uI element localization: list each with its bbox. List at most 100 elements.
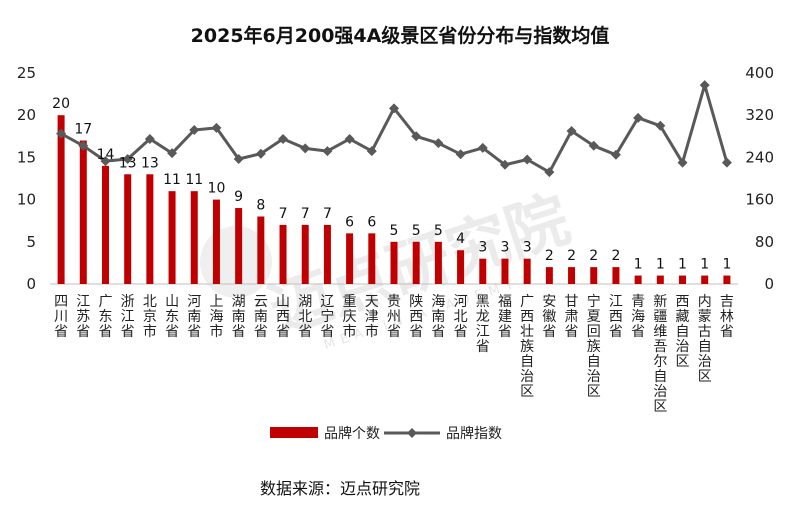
line-point <box>189 124 200 135</box>
bar-data-label: 10 <box>208 181 226 197</box>
bar <box>457 250 465 284</box>
bar <box>168 191 176 284</box>
bar <box>212 199 220 284</box>
category-label: 山东省 <box>165 294 179 340</box>
left-axis-tick: 0 <box>26 275 36 293</box>
category-labels: 四川省江苏省广东省浙江省北京市山东省河南省上海市湖南省云南省山西省湖北省辽宁省重… <box>54 293 734 415</box>
line-point <box>100 156 111 167</box>
category-label: 陕西省 <box>409 294 423 340</box>
bar-data-label: 11 <box>185 172 203 188</box>
bar <box>390 241 398 284</box>
left-axis-tick: 5 <box>26 233 36 251</box>
line-point <box>499 159 510 170</box>
bar <box>501 258 509 284</box>
bar-data-label: 6 <box>367 214 376 230</box>
category-label: 上海市 <box>209 294 223 340</box>
bar <box>701 275 709 284</box>
right-axis-tick: 320 <box>745 106 774 124</box>
left-axis-tick: 10 <box>17 191 36 209</box>
right-axis-tick: 0 <box>764 275 774 293</box>
bar-data-label: 5 <box>412 223 421 239</box>
bar-data-label: 3 <box>501 240 510 256</box>
line-point <box>566 126 577 137</box>
source-note: 数据来源：迈点研究院 <box>260 479 420 498</box>
bar <box>346 233 354 284</box>
category-label: 云南省 <box>254 294 268 340</box>
line-point <box>699 80 710 91</box>
bar <box>257 216 265 284</box>
category-label: 甘肃省 <box>565 294 579 340</box>
bar-data-label: 13 <box>141 155 159 171</box>
category-label: 广西壮族自治区 <box>520 294 534 400</box>
bar-data-label: 7 <box>301 206 310 222</box>
legend-marker-line <box>407 428 417 438</box>
bar <box>124 174 132 284</box>
category-label: 青海省 <box>631 294 645 340</box>
category-label: 湖北省 <box>298 294 312 340</box>
category-label: 福建省 <box>498 294 512 340</box>
bar-data-label: 2 <box>545 248 554 264</box>
bar <box>101 165 109 284</box>
category-label: 内蒙古自治区 <box>698 294 712 385</box>
right-axis-tick: 160 <box>745 191 774 209</box>
line-point <box>544 167 555 178</box>
bar-data-label: 13 <box>119 155 137 171</box>
bar-data-label: 1 <box>678 257 687 273</box>
line-point <box>56 128 67 139</box>
category-label: 四川省 <box>54 294 68 340</box>
bar-data-label: 1 <box>700 257 709 273</box>
line-point <box>78 140 89 151</box>
bar-data-label: 3 <box>523 240 532 256</box>
bar-data-label: 2 <box>611 248 620 264</box>
bar <box>235 208 243 284</box>
line-point <box>167 148 178 159</box>
line-series <box>56 80 732 178</box>
bar <box>545 267 553 284</box>
bar <box>190 191 198 284</box>
line-point <box>677 157 688 168</box>
line-point <box>122 153 133 164</box>
bar-data-label: 2 <box>567 248 576 264</box>
category-label: 宁夏回族自治区 <box>587 293 601 400</box>
bar-data-label: 1 <box>722 257 731 273</box>
line-point <box>433 138 444 149</box>
legend-swatch-bar <box>270 427 318 438</box>
bar <box>723 275 731 284</box>
category-label: 江苏省 <box>76 294 90 340</box>
left-axis-tick: 20 <box>17 106 36 124</box>
legend-label-bar: 品牌个数 <box>324 425 380 442</box>
chart-title: 2025年6月200强4A级景区省份分布与指数均值 <box>191 24 610 47</box>
line-point <box>389 103 399 114</box>
line-point <box>278 133 289 144</box>
line-point <box>655 120 666 131</box>
bar <box>57 115 65 284</box>
category-label: 新疆维吾尔自治区 <box>653 294 667 415</box>
bar-data-label: 3 <box>478 240 487 256</box>
left-axis: 0 5 10 15 20 25 <box>17 64 36 293</box>
category-label: 河南省 <box>187 294 201 340</box>
bar <box>568 267 576 284</box>
bar-data-label: 14 <box>97 147 115 163</box>
bar-data-label: 9 <box>234 189 243 205</box>
bar-data-label: 11 <box>163 172 181 188</box>
category-label: 黑龙江省 <box>476 294 490 355</box>
line-point <box>588 140 599 151</box>
right-axis: 0 80 160 240 320 400 <box>745 64 774 293</box>
bar <box>368 233 376 284</box>
bar <box>679 275 687 284</box>
bar <box>634 275 642 284</box>
bar <box>79 140 87 284</box>
bar-data-label: 17 <box>74 122 92 138</box>
line-point <box>344 133 355 144</box>
bar-data-label: 20 <box>52 96 70 112</box>
line-path <box>60 83 729 174</box>
line-point <box>633 112 644 123</box>
bar-data-label: 8 <box>256 197 265 213</box>
bar-data-label: 2 <box>589 248 598 264</box>
right-axis-tick: 80 <box>755 233 774 251</box>
bar <box>612 267 620 284</box>
bar <box>301 224 309 284</box>
